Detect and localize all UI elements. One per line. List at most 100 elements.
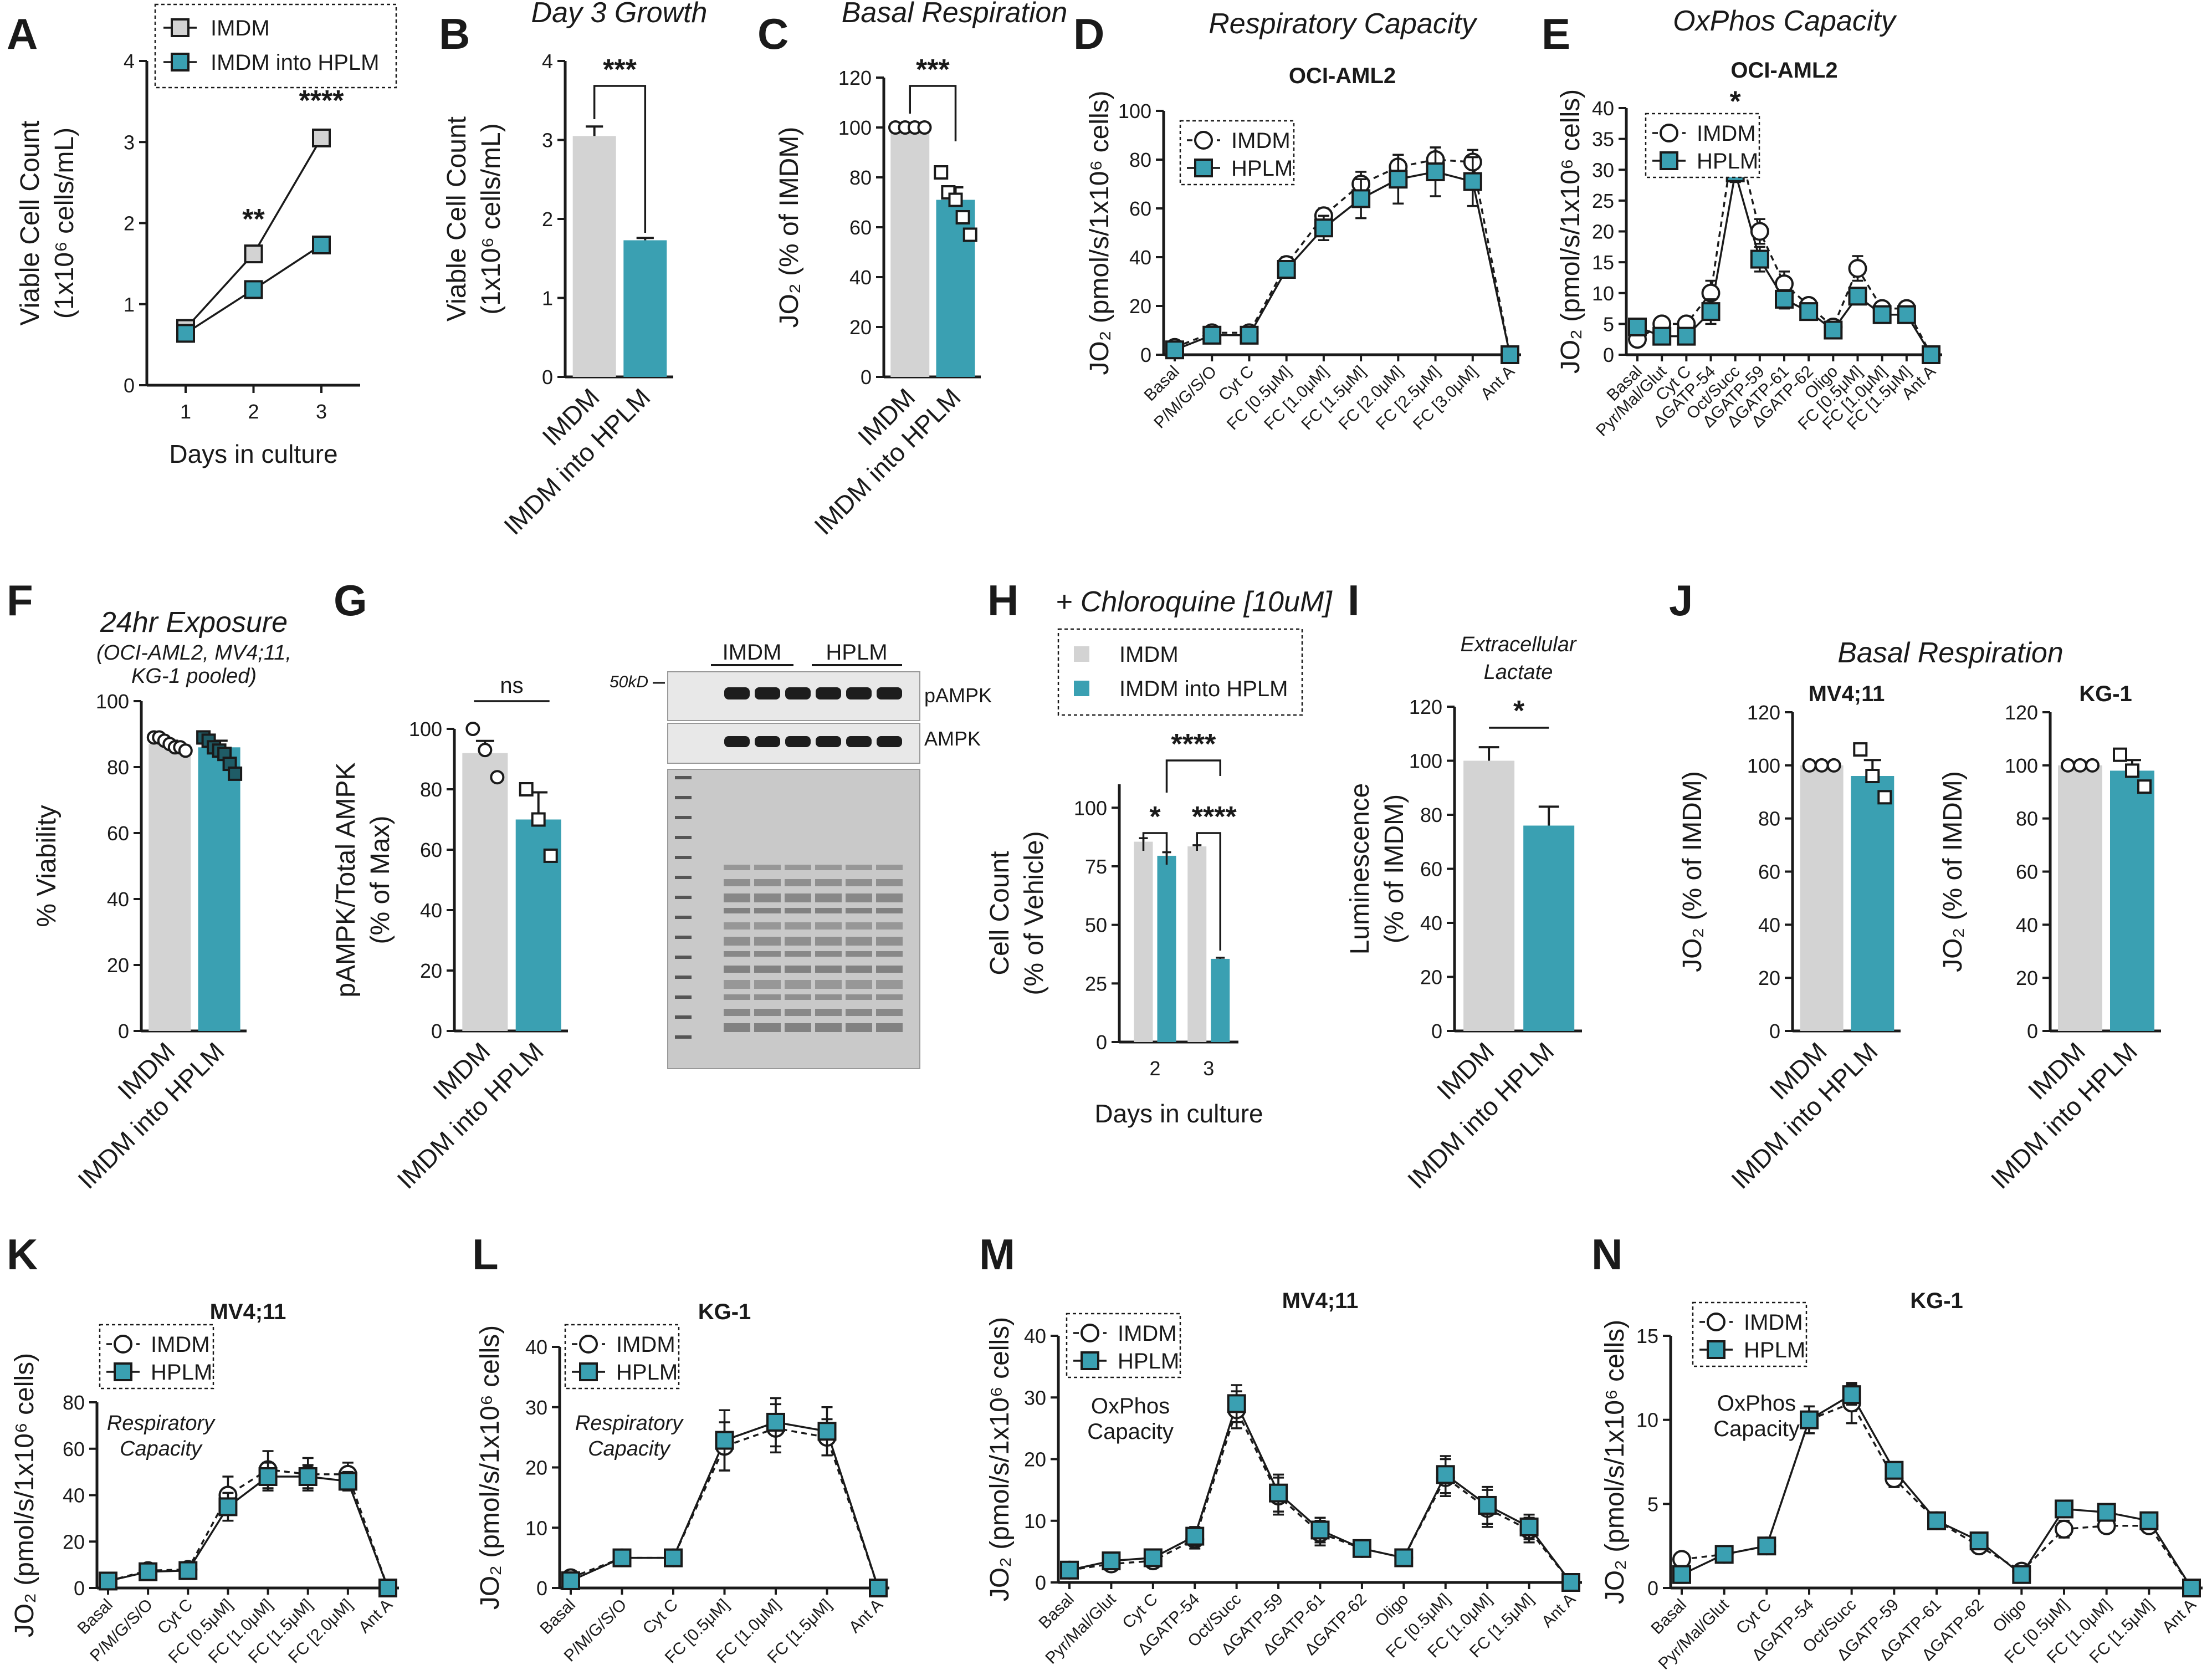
data-point-hplm	[1478, 1495, 1497, 1515]
data-point-hplm	[1672, 1565, 1691, 1584]
x-tick-label: Ant A	[846, 1596, 887, 1637]
chart-title-E: OxPhos Capacity	[1673, 5, 1897, 37]
chart-title-F: 24hr Exposure	[100, 606, 288, 639]
y-tick-label: 0	[124, 374, 135, 397]
data-point	[1826, 758, 1841, 773]
data-point-imdm	[1750, 222, 1769, 241]
y-tick-label: 40	[1758, 913, 1780, 936]
significance-bracket	[1196, 832, 1221, 951]
x-axis-label-A: Days in culture	[169, 440, 337, 468]
data-point-hplm	[139, 1562, 158, 1581]
data-point-hplm	[1202, 325, 1222, 345]
blot-band-total	[754, 994, 781, 1000]
inset-label: Capacity	[1713, 1417, 1800, 1441]
significance-marker: **	[242, 203, 265, 236]
chart-subtitle-M: MV4;11	[1282, 1289, 1359, 1313]
blot-band-total	[876, 865, 903, 870]
blot-header-imdm: IMDM	[723, 640, 782, 665]
blot-band-total	[876, 966, 903, 973]
blot-band-total	[724, 893, 750, 902]
blot-ladder-band	[675, 796, 692, 799]
y-tick-label: 60	[1420, 858, 1442, 881]
blot-band-total	[754, 937, 781, 946]
blot-band-total	[815, 1023, 842, 1032]
x-tick-label: 2	[248, 400, 259, 423]
blot-band-total	[785, 879, 811, 886]
data-point-hplm	[1885, 1461, 1904, 1480]
data-point-hplm	[1314, 218, 1333, 238]
panel-label-D: D	[1073, 9, 1104, 58]
inset-label: Capacity	[588, 1437, 671, 1461]
data-point-hplm	[561, 1571, 580, 1590]
blot-band-pampk	[877, 687, 902, 699]
data-point	[1802, 758, 1817, 773]
y-axis-label-I: (% of IMDM)	[1380, 794, 1409, 943]
y-tick-label: 10	[525, 1516, 547, 1539]
blot-band-ampk	[785, 736, 811, 747]
data-point-hplm	[1426, 162, 1445, 181]
y-tick-label: 60	[2016, 861, 2038, 884]
y-tick-label: 0	[1140, 344, 1151, 366]
bar-H-imdm	[1187, 846, 1207, 1042]
legend-swatch-hplm	[1707, 1340, 1725, 1359]
chart-title-J: Basal Respiration	[1837, 637, 2063, 669]
y-tick-label: 120	[838, 67, 872, 89]
data-point	[2137, 779, 2152, 794]
blot-band-total	[754, 879, 781, 886]
data-point-hplm	[1628, 317, 1647, 336]
legend-label-imdm: IMDM	[1119, 642, 1179, 667]
data-point	[1877, 790, 1892, 805]
y-tick-label: 0	[1603, 344, 1614, 366]
y-tick-label: 60	[107, 822, 129, 845]
blot-band-total	[754, 951, 781, 957]
data-point-hplm	[1927, 1511, 1946, 1530]
panel-label-A: A	[7, 9, 38, 58]
blot-band-total	[815, 1009, 842, 1016]
data-point	[1853, 742, 1868, 757]
data-point-hplm	[1185, 1526, 1205, 1546]
data-point-hplm	[869, 1579, 888, 1597]
y-axis-label-C: JO₂ (% of IMDM)	[775, 127, 804, 328]
significance-marker: ns	[500, 673, 523, 698]
y-tick-label: 120	[1409, 696, 1442, 718]
blot-band-total	[846, 1009, 872, 1016]
y-tick-label: 80	[107, 756, 129, 779]
y-tick-label: 20	[420, 959, 442, 982]
y-axis-label-H: (% of Vehicle)	[1020, 831, 1049, 995]
blot-band-total	[876, 893, 903, 902]
chart-title-I: Lactate	[1484, 661, 1553, 684]
y-tick-label: 40	[1024, 1325, 1046, 1347]
y-tick-label: 0	[861, 366, 872, 389]
bar-J1-hplm	[1851, 776, 1894, 1031]
blot-ladder-band	[675, 936, 692, 939]
blot-band-total	[724, 865, 750, 870]
data-point-hplm	[298, 1467, 318, 1486]
y-tick-label: 35	[1592, 128, 1614, 151]
panel-label-G: G	[334, 576, 367, 625]
data-point-hplm	[178, 1561, 198, 1580]
blot-band-total	[724, 1023, 750, 1032]
y-tick-label: 80	[1758, 808, 1780, 830]
data-point-hplm	[1352, 1539, 1371, 1558]
y-tick-label: 40	[1129, 246, 1151, 269]
x-tick-label: Ant A	[355, 1596, 396, 1637]
data-point-hplm	[1677, 326, 1696, 346]
x-tick-label: 3	[316, 400, 327, 423]
y-axis-label-K: JO₂ (pmol/s/1x10⁶ cells)	[10, 1353, 39, 1637]
data-point	[2085, 758, 2100, 773]
data-point-hplm	[1824, 320, 1843, 340]
blot-ladder-band	[675, 876, 692, 879]
data-point	[948, 192, 963, 207]
y-tick-label: 20	[2016, 967, 2038, 989]
y-axis-label-I: Luminescence	[1345, 783, 1375, 955]
legend-label-imdm: IMDM	[151, 1332, 210, 1357]
chart-subtitle-K: MV4;11	[210, 1300, 286, 1324]
x-tick-label: 3	[1203, 1057, 1214, 1080]
bar-B-imdm	[572, 136, 616, 377]
blot-band-total	[815, 865, 842, 870]
significance-bracket	[909, 85, 957, 141]
data-point-hplm	[1848, 287, 1867, 306]
blot-band-total	[876, 994, 903, 1000]
y-tick-label: 60	[849, 216, 872, 239]
y-tick-label: 30	[525, 1396, 547, 1419]
